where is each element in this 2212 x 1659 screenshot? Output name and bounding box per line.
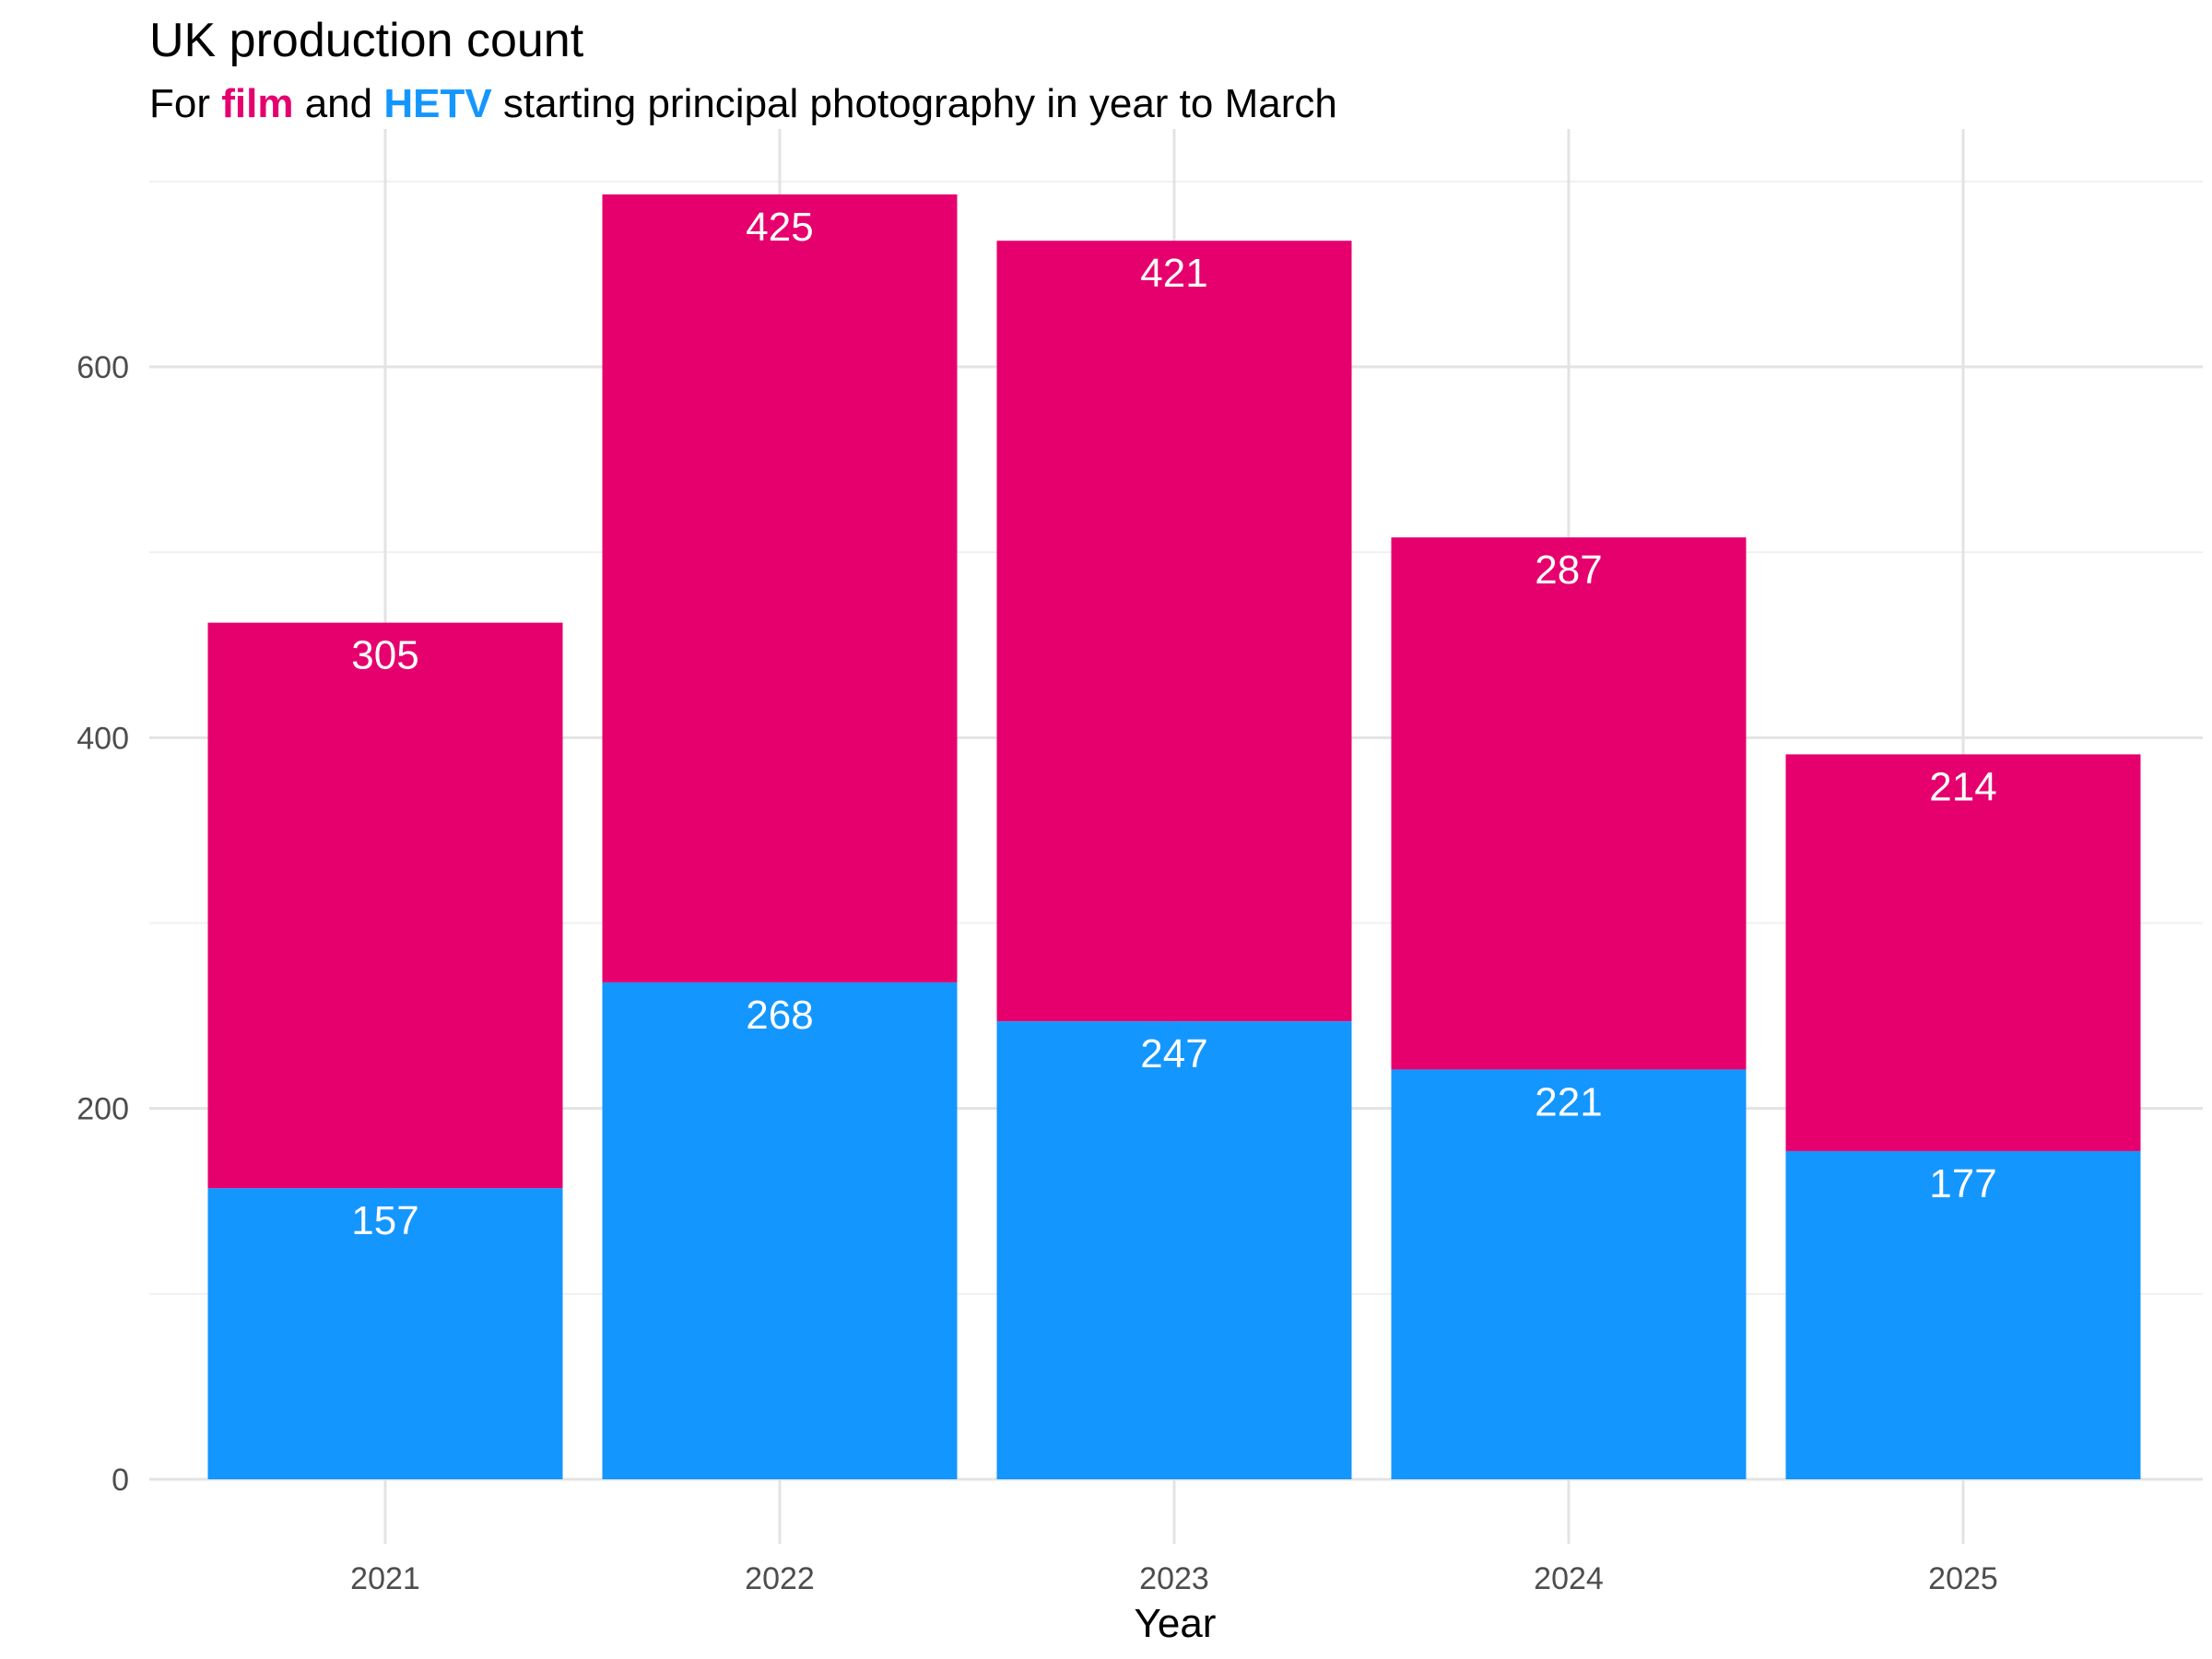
bar-hetv-2025: [1785, 1150, 2141, 1479]
bar-film-2024: [1391, 537, 1747, 1070]
x-tick-label: 2021: [350, 1561, 420, 1596]
x-tick-label: 2024: [1534, 1561, 1604, 1596]
bars: [207, 194, 2141, 1479]
data-label-hetv-2021: 157: [351, 1198, 418, 1243]
subtitle-prefix: For: [149, 81, 222, 126]
chart-title: UK production count: [149, 14, 584, 67]
bar-hetv-2023: [996, 1021, 1352, 1479]
data-label-film-2023: 421: [1140, 251, 1207, 296]
subtitle-suffix: starting principal photography in year t…: [491, 81, 1337, 126]
y-tick-label: 200: [76, 1092, 129, 1127]
data-label-hetv-2022: 268: [746, 993, 813, 1038]
bar-hetv-2024: [1391, 1069, 1747, 1479]
x-axis-title: Year: [1135, 1601, 1217, 1646]
subtitle-film-word: film: [221, 81, 294, 126]
bar-film-2022: [602, 194, 958, 982]
data-label-hetv-2024: 221: [1535, 1079, 1602, 1124]
chart-subtitle: For film and HETV starting principal pho…: [149, 81, 1337, 127]
bar-hetv-2022: [602, 982, 958, 1479]
y-tick-label: 600: [76, 350, 129, 385]
subtitle-hetv-word: HETV: [383, 81, 492, 126]
y-tick-label: 400: [76, 721, 129, 756]
axes: 0 200 400 600 2021 2022 2023 2024 2025 Year: [76, 350, 1998, 1646]
data-label-hetv-2025: 177: [1929, 1161, 1996, 1206]
x-tick-label: 2023: [1139, 1561, 1209, 1596]
data-label-film-2022: 425: [746, 205, 813, 250]
data-label-film-2021: 305: [351, 633, 418, 678]
data-label-film-2025: 214: [1929, 764, 1996, 809]
data-labels: 157 305 268 425 247 421 221 287 177 214: [351, 205, 1996, 1243]
y-tick-label: 0: [112, 1463, 129, 1498]
bar-hetv-2021: [207, 1188, 563, 1479]
bar-film-2025: [1785, 754, 2141, 1151]
bar-film-2021: [207, 622, 563, 1189]
data-label-hetv-2023: 247: [1140, 1031, 1207, 1077]
bar-film-2023: [996, 241, 1352, 1022]
subtitle-middle: and: [293, 81, 384, 126]
x-tick-label: 2025: [1928, 1561, 1998, 1596]
x-tick-label: 2022: [745, 1561, 815, 1596]
data-label-film-2024: 287: [1535, 547, 1602, 593]
